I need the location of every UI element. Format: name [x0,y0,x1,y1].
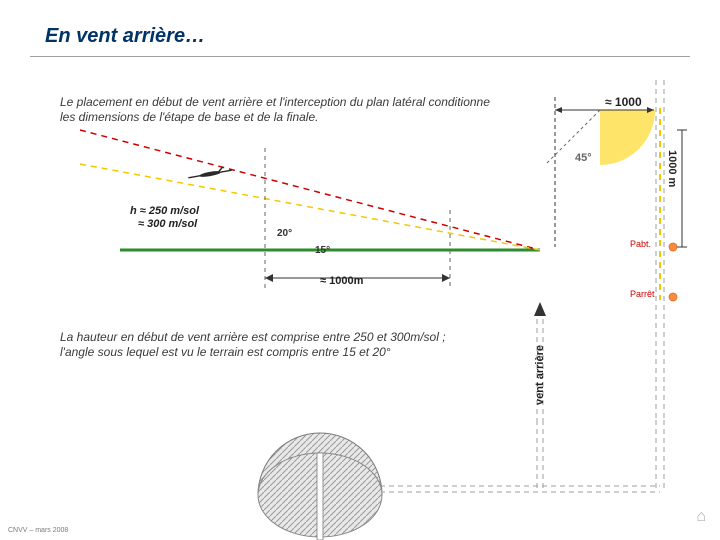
label-h-300: ≈ 300 m/sol [130,218,197,230]
label-dist-1000m: ≈ 1000m [320,275,363,287]
diagram-svg [0,0,720,540]
arc-45 [600,110,655,165]
meas-1000m-al [265,274,273,282]
h-1000-arr-l [555,107,562,113]
label-1000m-vertical: 1000 m [666,150,678,187]
runway-icon [258,433,382,540]
glider-icon [187,165,232,180]
label-45deg: 45° [575,152,592,164]
label-vent-arriere: vent arrière [534,345,546,405]
dot-pabt [669,243,677,251]
paragraph-summary: La hauteur en début de vent arrière est … [60,330,480,360]
label-pabt: Pabt. [630,239,651,249]
label-20deg: 20° [277,228,292,239]
arc-20 [200,220,265,250]
line-45 [545,110,600,165]
home-icon[interactable]: ⌂ [696,508,706,526]
dot-parret [669,293,677,301]
label-15deg: 15° [315,245,330,256]
label-h-250: h ≈ 250 m/sol [130,205,199,217]
label-parret: Parrêt [630,289,655,299]
va-arrow [534,302,546,316]
footer-credit: CNVV – mars 2008 [8,527,68,534]
label-approx-1000: ≈ 1000 [605,95,642,109]
cone-red [80,130,540,250]
meas-1000m-ar [442,274,450,282]
label-heights: h ≈ 250 m/sol ≈ 300 m/sol [130,205,199,230]
